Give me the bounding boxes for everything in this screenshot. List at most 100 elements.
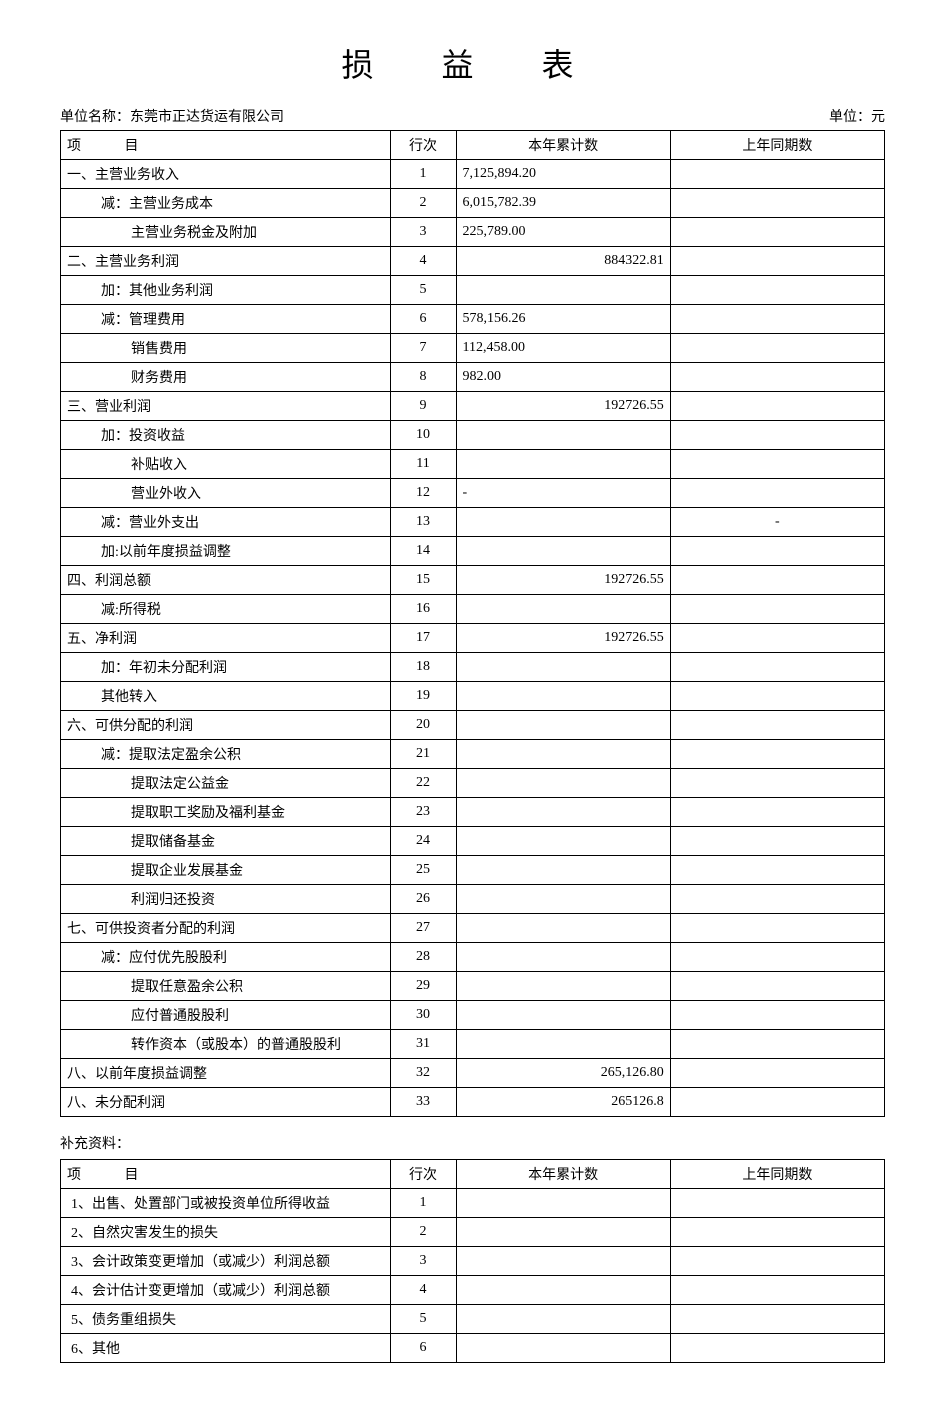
cell-item: 提取职工奖励及福利基金 [61,798,391,827]
cell-current: 884322.81 [456,247,670,276]
cell-current [456,1189,670,1218]
cell-prev [670,624,884,653]
cell-line: 16 [390,595,456,624]
col-header-prev: 上年同期数 [670,131,884,160]
cell-prev [670,189,884,218]
cell-line: 13 [390,508,456,537]
cell-current [456,798,670,827]
cell-line: 25 [390,856,456,885]
cell-item: 加:以前年度损益调整 [61,537,391,566]
table-row: 4、会计估计变更增加（或减少）利润总额4 [61,1276,885,1305]
cell-line: 33 [390,1088,456,1117]
table-row: 提取储备基金24 [61,827,885,856]
cell-prev [670,827,884,856]
cell-item: 减：营业外支出 [61,508,391,537]
cell-current [456,653,670,682]
col-header-line: 行次 [390,131,456,160]
table-row: 五、净利润17192726.55 [61,624,885,653]
cell-current [456,682,670,711]
cell-item: 一、主营业务收入 [61,160,391,189]
cell-item: 2、自然灾害发生的损失 [61,1218,391,1247]
table-row: 3、会计政策变更增加（或减少）利润总额3 [61,1247,885,1276]
table-row: 八、以前年度损益调整32265,126.80 [61,1059,885,1088]
cell-line: 31 [390,1030,456,1059]
cell-item: 三、营业利润 [61,392,391,421]
cell-prev [670,363,884,392]
cell-prev [670,421,884,450]
cell-current: 7,125,894.20 [456,160,670,189]
cell-prev [670,392,884,421]
cell-line: 9 [390,392,456,421]
table-row: 应付普通股股利30 [61,1001,885,1030]
table-row: 减:所得税16 [61,595,885,624]
table-row: 其他转入19 [61,682,885,711]
table-row: 主营业务税金及附加3225,789.00 [61,218,885,247]
cell-line: 4 [390,247,456,276]
cell-current: 265,126.80 [456,1059,670,1088]
cell-prev [670,1218,884,1247]
table-row: 2、自然灾害发生的损失2 [61,1218,885,1247]
cell-current [456,1247,670,1276]
cell-line: 3 [390,1247,456,1276]
cell-current: 192726.55 [456,392,670,421]
table-row: 提取企业发展基金25 [61,856,885,885]
cell-line: 26 [390,885,456,914]
table-row: 六、可供分配的利润20 [61,711,885,740]
table-row: 转作资本（或股本）的普通股股利31 [61,1030,885,1059]
table-row: 利润归还投资26 [61,885,885,914]
cell-prev [670,943,884,972]
cell-prev [670,1001,884,1030]
cell-item: 六、可供分配的利润 [61,711,391,740]
cell-current [456,856,670,885]
cell-prev [670,798,884,827]
cell-prev [670,653,884,682]
cell-prev [670,1247,884,1276]
table-row: 1、出售、处置部门或被投资单位所得收益1 [61,1189,885,1218]
cell-prev [670,769,884,798]
cell-current [456,508,670,537]
cell-current: 578,156.26 [456,305,670,334]
cell-prev: - [670,508,884,537]
cell-prev [670,1276,884,1305]
cell-line: 29 [390,972,456,1001]
header-row: 单位名称：东莞市正达货运有限公司 单位：元 [60,106,885,126]
table-row: 加:以前年度损益调整14 [61,537,885,566]
cell-current [456,450,670,479]
cell-item: 4、会计估计变更增加（或减少）利润总额 [61,1276,391,1305]
cell-item: 营业外收入 [61,479,391,508]
cell-current: 225,789.00 [456,218,670,247]
cell-line: 7 [390,334,456,363]
cell-line: 32 [390,1059,456,1088]
cell-current [456,276,670,305]
supplement-label: 补充资料： [60,1133,885,1153]
cell-line: 11 [390,450,456,479]
cell-current: 192726.55 [456,624,670,653]
table-row: 四、利润总额15192726.55 [61,566,885,595]
cell-item: 七、可供投资者分配的利润 [61,914,391,943]
cell-item: 5、债务重组损失 [61,1305,391,1334]
cell-item: 减：提取法定盈余公积 [61,740,391,769]
table-header-row: 项 目 行次 本年累计数 上年同期数 [61,131,885,160]
cell-line: 10 [390,421,456,450]
cell-prev [670,334,884,363]
cell-current [456,1334,670,1363]
cell-current: 982.00 [456,363,670,392]
cell-item: 五、净利润 [61,624,391,653]
col-header-prev: 上年同期数 [670,1160,884,1189]
cell-current [456,972,670,1001]
table-row: 5、债务重组损失5 [61,1305,885,1334]
cell-line: 2 [390,189,456,218]
cell-item: 应付普通股股利 [61,1001,391,1030]
cell-current [456,1276,670,1305]
cell-item: 减：主营业务成本 [61,189,391,218]
main-income-table: 项 目 行次 本年累计数 上年同期数 一、主营业务收入17,125,894.20… [60,130,885,1117]
cell-prev [670,537,884,566]
cell-line: 15 [390,566,456,595]
table-row: 加：年初未分配利润18 [61,653,885,682]
cell-item: 提取储备基金 [61,827,391,856]
cell-current [456,943,670,972]
cell-current [456,1001,670,1030]
cell-current [456,914,670,943]
cell-current: 6,015,782.39 [456,189,670,218]
cell-item: 6、其他 [61,1334,391,1363]
